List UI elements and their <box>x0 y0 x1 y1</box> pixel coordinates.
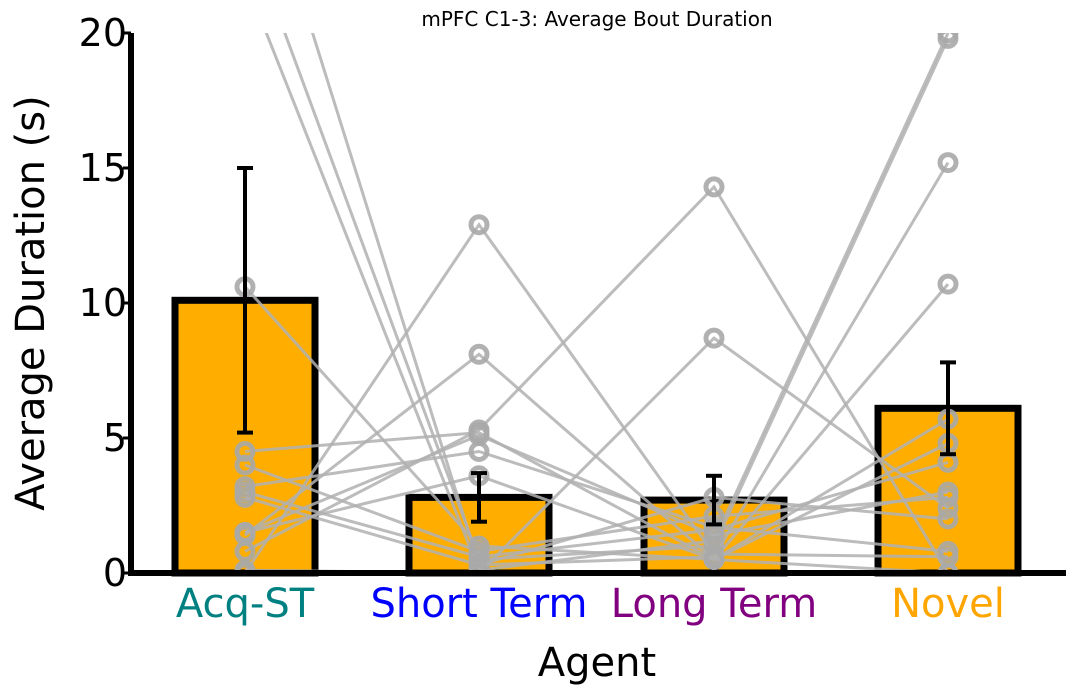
subject-point <box>234 454 256 476</box>
x-tick-label-novel: Novel <box>891 581 1005 627</box>
subject-line <box>243 222 949 573</box>
subject-point <box>937 273 959 295</box>
y-axis-label: Average Duration (s) <box>8 95 54 510</box>
y-tick-label: 20 <box>79 11 127 55</box>
subject-point <box>234 486 256 508</box>
y-ticks-group: 0 5 10 15 20 <box>79 11 131 595</box>
subject-point <box>468 424 490 446</box>
subject-line <box>244 417 949 562</box>
subject-point <box>703 524 725 546</box>
subject-point <box>234 540 256 562</box>
y-tick-label: 0 <box>103 551 127 595</box>
x-axis-label: Agent <box>538 640 656 686</box>
subject-line <box>244 184 950 573</box>
subject-lines-group <box>234 33 959 573</box>
subject-point <box>937 33 959 44</box>
subject-line <box>283 33 950 562</box>
x-tick-label-short-term: Short Term <box>370 581 587 627</box>
subject-line <box>244 433 949 537</box>
errorbars-group <box>237 166 956 527</box>
errorbar <box>706 473 722 527</box>
subject-point <box>703 327 725 349</box>
x-tick-label-long-term: Long Term <box>611 581 817 627</box>
y-tick-label: 15 <box>79 146 127 190</box>
y-tick-label: 5 <box>103 416 127 460</box>
x-tick-label-acq-st: Acq-ST <box>176 581 315 627</box>
subject-line <box>264 33 950 572</box>
subject-point <box>234 522 256 543</box>
subject-point <box>703 176 725 198</box>
errorbar <box>940 360 956 457</box>
subject-line <box>244 495 949 567</box>
subject-point <box>468 562 490 573</box>
errorbar <box>471 471 487 524</box>
subject-line <box>244 431 949 562</box>
subject-line <box>311 33 950 567</box>
subject-point <box>703 549 725 570</box>
subject-point <box>937 562 959 573</box>
subject-point <box>468 214 490 236</box>
y-tick-label: 10 <box>79 281 127 325</box>
chart-title: mPFC C1-3: Average Bout Duration <box>421 7 772 31</box>
errorbar <box>237 166 253 435</box>
subject-point <box>468 343 490 365</box>
x-category-labels: Acq-ST Short Term Long Term Novel <box>176 581 1005 627</box>
subject-line <box>244 449 949 553</box>
subject-point <box>937 508 959 530</box>
subject-point <box>234 562 256 573</box>
subject-point <box>937 497 959 519</box>
subject-point <box>937 152 959 174</box>
subject-point <box>937 540 959 562</box>
subject-line <box>244 460 949 559</box>
